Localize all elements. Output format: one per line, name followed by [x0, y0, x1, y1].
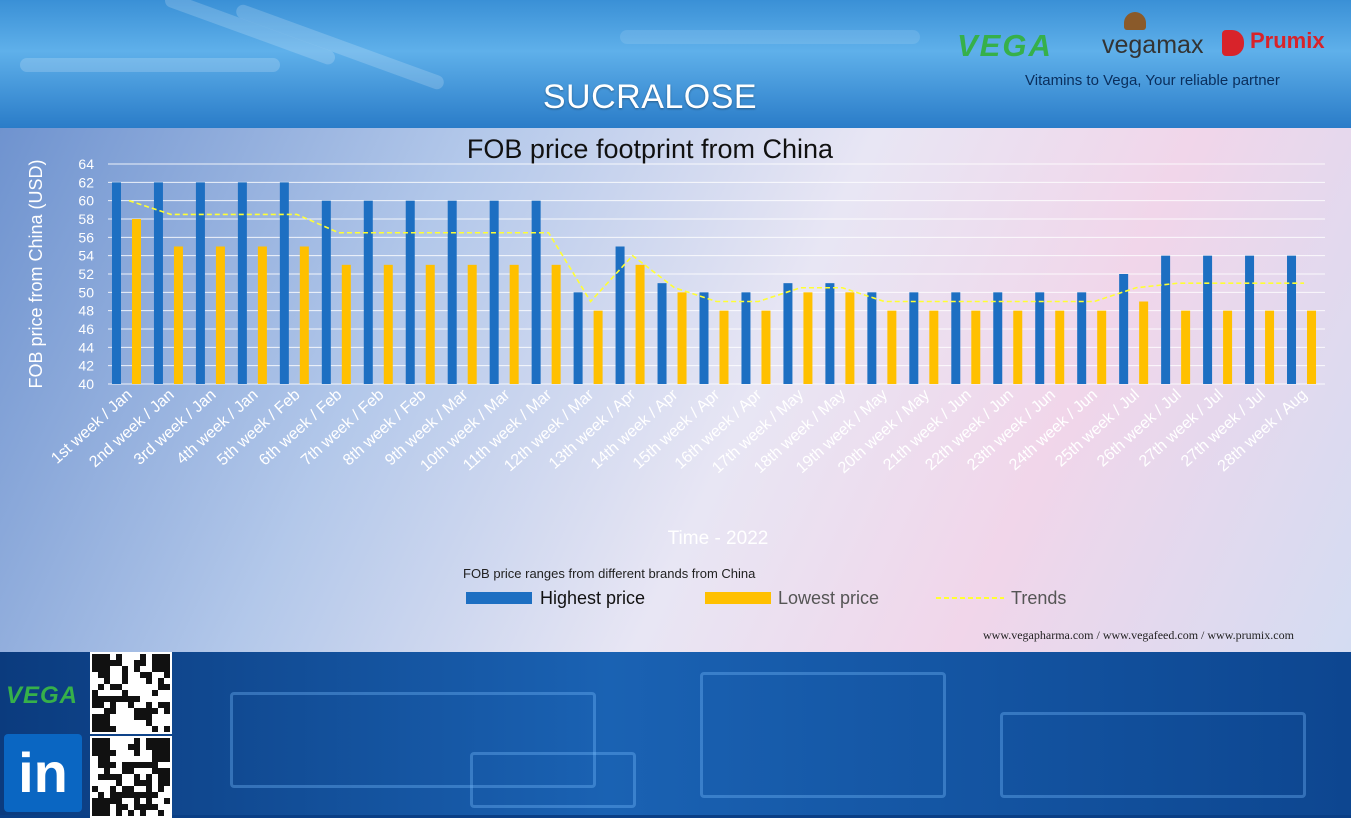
bar-lowest	[1013, 310, 1023, 384]
tagline: Vitamins to Vega, Your reliable partner	[1025, 72, 1280, 89]
bar-lowest	[929, 310, 939, 384]
bar-lowest	[1307, 310, 1317, 384]
bar-highest	[1077, 292, 1087, 384]
prumix-logo: Prumix	[1250, 28, 1325, 53]
qr-code-icon	[90, 736, 172, 818]
y-tick-label: 62	[78, 174, 94, 190]
bar-highest	[531, 200, 541, 384]
bar-lowest	[1139, 301, 1149, 384]
bar-lowest	[1055, 310, 1065, 384]
bar-highest	[321, 200, 331, 384]
bar-highest	[1119, 274, 1129, 384]
bar-highest	[237, 182, 247, 384]
bar-highest	[657, 283, 667, 384]
bar-highest	[1245, 255, 1255, 384]
bar-highest	[489, 200, 499, 384]
bar-highest	[783, 283, 793, 384]
bar-highest	[573, 292, 583, 384]
bar-lowest	[467, 264, 477, 384]
y-tick-label: 56	[78, 229, 94, 245]
bar-highest	[279, 182, 289, 384]
legend-title: FOB price ranges from different brands f…	[463, 566, 756, 581]
bar-lowest	[131, 219, 141, 384]
bar-highest	[699, 292, 709, 384]
bar-lowest	[1097, 310, 1107, 384]
bar-lowest	[635, 264, 645, 384]
legend-label-highest: Highest price	[540, 588, 645, 608]
bar-highest	[1035, 292, 1045, 384]
x-axis-label: Time - 2022	[668, 528, 769, 549]
bar-lowest	[1265, 310, 1275, 384]
y-tick-label: 64	[78, 156, 94, 172]
bar-lowest	[215, 246, 225, 384]
bar-lowest	[845, 292, 855, 384]
legend-swatch-lowest	[705, 592, 771, 604]
bar-highest	[405, 200, 415, 384]
bar-highest	[447, 200, 457, 384]
y-tick-label: 42	[78, 358, 94, 374]
footer-vega-logo: VEGA	[6, 682, 79, 709]
bar-lowest	[341, 264, 351, 384]
bar-lowest	[425, 264, 435, 384]
bar-lowest	[257, 246, 267, 384]
bar-lowest	[887, 310, 897, 384]
chart-panel	[0, 128, 1351, 652]
bar-lowest	[173, 246, 183, 384]
bar-highest	[1203, 255, 1213, 384]
bar-highest	[195, 182, 205, 384]
bar-highest	[951, 292, 961, 384]
bar-highest	[153, 182, 163, 384]
legend-label-trend: Trends	[1011, 588, 1066, 608]
bar-lowest	[299, 246, 309, 384]
y-tick-label: 40	[78, 376, 94, 392]
y-tick-label: 44	[78, 339, 94, 355]
vegamax-mark-icon	[1124, 12, 1146, 30]
qr-code-icon	[90, 652, 172, 734]
vegamax-logo: vegamax	[1102, 31, 1204, 59]
bar-lowest	[677, 292, 687, 384]
y-tick-label: 48	[78, 303, 94, 319]
page-title: SUCRALOSE	[542, 78, 758, 116]
legend-swatch-highest	[466, 592, 532, 604]
footer-urls: www.vegapharma.com / www.vegafeed.com / …	[983, 628, 1294, 642]
y-axis-label: FOB price from China (USD)	[26, 159, 46, 388]
y-tick-label: 52	[78, 266, 94, 282]
y-tick-label: 58	[78, 211, 94, 227]
footer-band	[0, 652, 1351, 815]
prumix-mark-icon	[1222, 30, 1244, 56]
bar-highest	[741, 292, 751, 384]
bar-lowest	[971, 310, 981, 384]
bar-highest	[867, 292, 877, 384]
bar-highest	[615, 246, 625, 384]
bar-lowest	[593, 310, 603, 384]
bar-lowest	[551, 264, 561, 384]
bar-highest	[993, 292, 1003, 384]
legend-label-lowest: Lowest price	[778, 588, 879, 608]
linkedin-icon[interactable]: in	[4, 734, 82, 812]
bar-lowest	[1223, 310, 1233, 384]
bar-lowest	[509, 264, 519, 384]
bar-lowest	[1181, 310, 1191, 384]
y-tick-label: 46	[78, 321, 94, 337]
bar-highest	[825, 283, 835, 384]
bar-lowest	[719, 310, 729, 384]
y-tick-label: 60	[78, 193, 94, 209]
bar-highest	[1161, 255, 1171, 384]
bar-lowest	[803, 292, 813, 384]
y-tick-label: 54	[78, 248, 94, 264]
bar-highest	[363, 200, 373, 384]
bar-highest	[909, 292, 919, 384]
y-tick-label: 50	[78, 284, 94, 300]
trend-line	[128, 199, 1305, 303]
bar-lowest	[383, 264, 393, 384]
chart-title: FOB price footprint from China	[467, 134, 834, 164]
bar-highest	[1287, 255, 1297, 384]
bar-highest	[111, 182, 121, 384]
bar-lowest	[761, 310, 771, 384]
vega-logo: VEGA	[957, 28, 1053, 63]
